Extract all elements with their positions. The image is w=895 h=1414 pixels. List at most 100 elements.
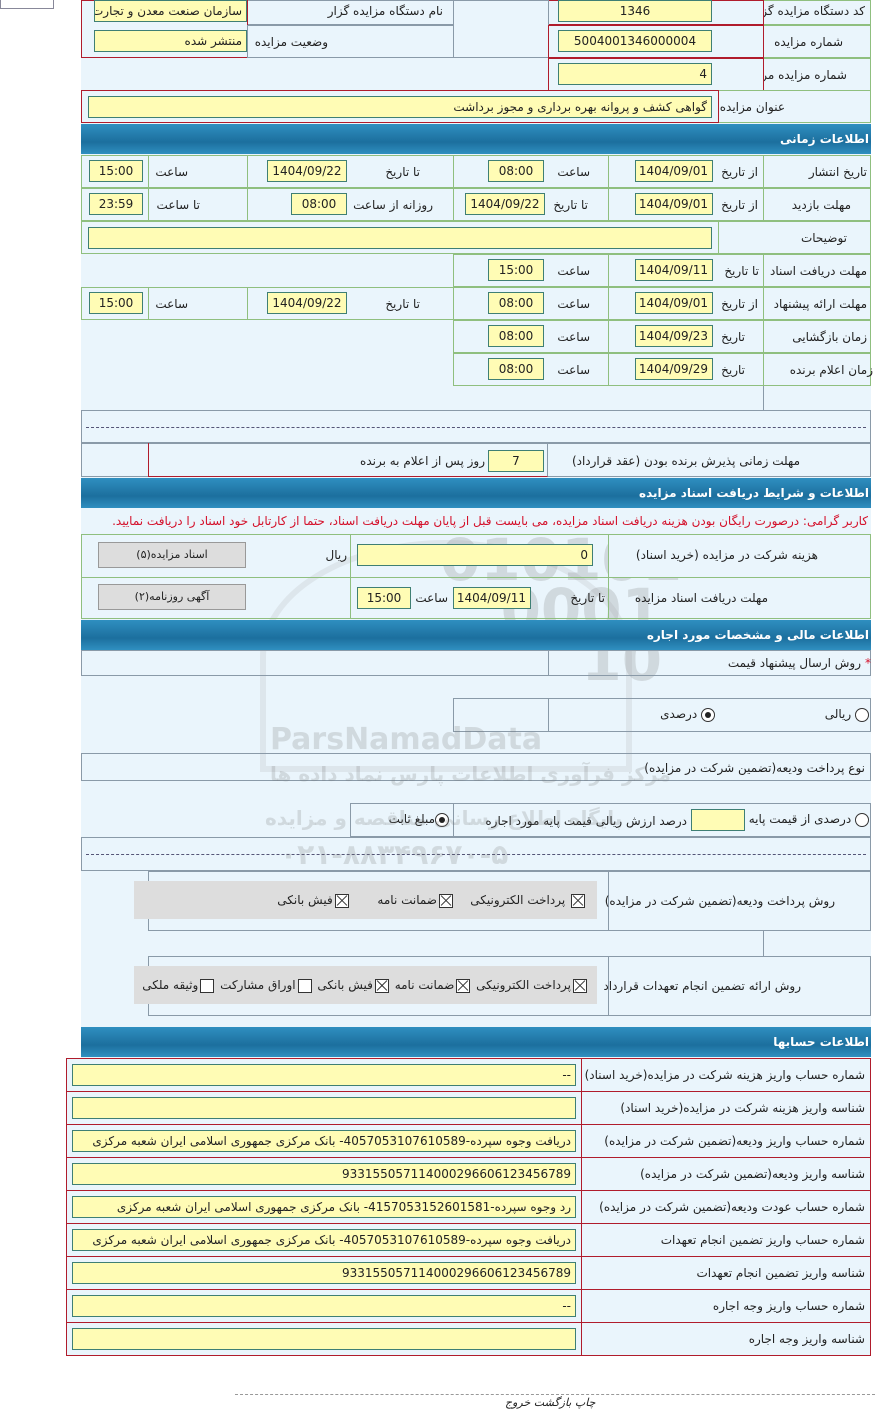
watermark-subtitle2: پایگاه اطلاع رسانی مناقصه و مزایده bbox=[265, 806, 623, 830]
account-value-field[interactable]: 933155057114000296606123456789 bbox=[72, 1163, 576, 1185]
deposit-method-guarantee[interactable]: ضمانت نامه bbox=[377, 893, 455, 908]
status-field[interactable]: منتشر شده bbox=[94, 30, 247, 52]
publish-to-date[interactable]: 1404/09/22 bbox=[267, 160, 347, 182]
account-value-field[interactable]: رد وجوه سپرده-4157053152601581- بانک مرک… bbox=[72, 1196, 576, 1218]
title-field[interactable]: گواهی کشف و پروانه بهره برداری و مجوز بر… bbox=[88, 96, 712, 118]
percent-radio-option[interactable]: درصدی bbox=[660, 707, 715, 722]
fee-field[interactable]: 0 bbox=[357, 544, 593, 566]
opening-date[interactable]: 1404/09/23 bbox=[635, 325, 713, 347]
from-date-label: از تاریخ bbox=[721, 297, 758, 311]
offer-from-date[interactable]: 1404/09/01 bbox=[635, 292, 713, 314]
docs-deadline-date[interactable]: 1404/09/11 bbox=[453, 587, 531, 609]
visit-from-date[interactable]: 1404/09/01 bbox=[635, 193, 713, 215]
org-code-field[interactable]: 1346 bbox=[558, 0, 712, 22]
divider bbox=[148, 155, 149, 188]
cell bbox=[763, 320, 871, 353]
account-value-field[interactable] bbox=[72, 1328, 576, 1350]
account-value-field[interactable] bbox=[72, 1097, 576, 1119]
publish-from-time[interactable]: 08:00 bbox=[488, 160, 544, 182]
account-value-field[interactable]: 933155057114000296606123456789 bbox=[72, 1262, 576, 1284]
checkbox[interactable] bbox=[456, 978, 471, 993]
option-label: فیش بانکی bbox=[317, 978, 373, 992]
title-label: عنوان مزایده bbox=[719, 100, 785, 114]
checkbox[interactable] bbox=[573, 978, 587, 993]
account-label: شماره حساب واریز وجه اجاره bbox=[712, 1299, 865, 1313]
account-value-field[interactable]: -- bbox=[72, 1064, 576, 1086]
divider bbox=[453, 287, 454, 320]
guarantee-method[interactable]: وثیقه ملکی bbox=[142, 978, 216, 993]
offer-from-time[interactable]: 08:00 bbox=[488, 292, 544, 314]
percent-of-base-radio[interactable] bbox=[855, 812, 869, 827]
checkbox[interactable] bbox=[334, 893, 349, 908]
section-header-finance: اطلاعات مالی و مشخصات مورد اجاره bbox=[81, 620, 871, 650]
checkbox[interactable] bbox=[200, 978, 215, 993]
ref-no-field[interactable]: 4 bbox=[558, 63, 712, 85]
guarantee-method[interactable]: ضمانت نامه bbox=[395, 978, 473, 993]
to-date-label: تا تاریخ bbox=[570, 591, 605, 605]
opening-time[interactable]: 08:00 bbox=[488, 325, 544, 347]
print-link[interactable]: چاپ bbox=[574, 1396, 596, 1409]
acceptance-days-field[interactable]: 7 bbox=[488, 450, 544, 472]
deposit-method-bank-slip[interactable]: فیش بانکی bbox=[277, 893, 350, 908]
divider bbox=[581, 1059, 582, 1092]
cell bbox=[148, 443, 548, 477]
account-row bbox=[66, 1092, 871, 1125]
guarantee-method[interactable]: فیش بانکی bbox=[317, 978, 390, 993]
publish-to-time[interactable]: 15:00 bbox=[89, 160, 143, 182]
cell bbox=[81, 753, 871, 781]
free-docs-notice: کاربر گرامی: درصورت رایگان بودن هزینه در… bbox=[112, 514, 868, 528]
doc-deadline-time[interactable]: 15:00 bbox=[488, 259, 544, 281]
rial-radio[interactable] bbox=[855, 707, 869, 722]
checkbox[interactable] bbox=[571, 893, 585, 908]
checkbox[interactable] bbox=[374, 978, 389, 993]
option-label: ضمانت نامه bbox=[377, 893, 437, 907]
watermark-phone: ۰۲۱-۸۸۳۴۹۶۷۰-۵ bbox=[280, 838, 509, 871]
percent-radio[interactable] bbox=[701, 707, 715, 722]
offer-to-time[interactable]: 15:00 bbox=[89, 292, 143, 314]
percent-of-base-option[interactable]: درصدی از قیمت پایه bbox=[749, 812, 869, 827]
account-value-field[interactable]: دریافت وجوه سپرده-4057053107610589- بانک… bbox=[72, 1130, 576, 1152]
doc-deadline-date[interactable]: 1404/09/11 bbox=[635, 259, 713, 281]
section-title: اطلاعات حسابها bbox=[773, 1035, 869, 1049]
account-label: شناسه واریز هزینه شرکت در مزایده(خرید اس… bbox=[620, 1101, 865, 1115]
deposit-type-label: نوع پرداخت ودیعه(تضمین شرکت در مزایده) bbox=[644, 761, 865, 775]
docs-deadline-time[interactable]: 15:00 bbox=[357, 587, 411, 609]
exit-link[interactable]: خروج bbox=[505, 1396, 531, 1409]
winner-time[interactable]: 08:00 bbox=[488, 358, 544, 380]
auction-docs-button[interactable]: اسناد مزایده(۵) bbox=[98, 542, 246, 568]
visit-to-date[interactable]: 1404/09/22 bbox=[465, 193, 545, 215]
fixed-amount-radio[interactable] bbox=[435, 812, 449, 827]
checkbox[interactable] bbox=[297, 978, 312, 993]
notes-field[interactable] bbox=[88, 227, 712, 249]
publish-label: تاریخ انتشار bbox=[808, 165, 867, 179]
visit-to-time[interactable]: 23:59 bbox=[89, 193, 143, 215]
fixed-amount-option[interactable]: مبلغ ثابت bbox=[389, 812, 449, 827]
offer-to-date[interactable]: 1404/09/22 bbox=[267, 292, 347, 314]
back-link[interactable]: بازگشت bbox=[533, 1396, 572, 1409]
newspaper-ads-button[interactable]: آگهی روزنامه(۲) bbox=[98, 584, 246, 610]
cell bbox=[763, 353, 871, 386]
checkbox[interactable] bbox=[439, 893, 453, 908]
visit-daily-from[interactable]: 08:00 bbox=[291, 193, 347, 215]
rial-radio-option[interactable]: ریالی bbox=[825, 707, 869, 722]
to-date-label: تا تاریخ bbox=[385, 165, 420, 179]
divider bbox=[581, 1257, 582, 1290]
account-value-field[interactable]: -- bbox=[72, 1295, 576, 1317]
publish-from-date[interactable]: 1404/09/01 bbox=[635, 160, 713, 182]
section-header-accounts: اطلاعات حسابها bbox=[81, 1027, 871, 1057]
guarantee-method[interactable]: پرداخت الکترونیکی bbox=[476, 978, 589, 993]
section-title: اطلاعات و شرایط دریافت اسناد مزایده bbox=[638, 486, 869, 500]
percent-of-base-field[interactable] bbox=[691, 809, 745, 831]
guarantee-method[interactable]: اوراق مشارکت bbox=[220, 978, 313, 993]
doc-deadline-label: مهلت دریافت اسناد bbox=[769, 264, 867, 278]
deposit-method-electronic[interactable]: پرداخت الکترونیکی bbox=[470, 893, 587, 908]
to-time-label: تا ساعت bbox=[156, 198, 200, 212]
winner-date[interactable]: 1404/09/29 bbox=[635, 358, 713, 380]
auction-no-field[interactable]: 5004001346000004 bbox=[558, 30, 712, 52]
account-value-field[interactable]: دریافت وجوه سپرده-4057053107610589- بانک… bbox=[72, 1229, 576, 1251]
corner-box bbox=[0, 0, 54, 9]
acceptance-suffix: روز پس از اعلام به برنده bbox=[360, 454, 485, 468]
to-date-label: تا تاریخ bbox=[385, 297, 420, 311]
time-label: ساعت bbox=[557, 297, 590, 311]
org-name-field[interactable]: سازمان صنعت معدن و تجارت bbox=[94, 0, 247, 22]
